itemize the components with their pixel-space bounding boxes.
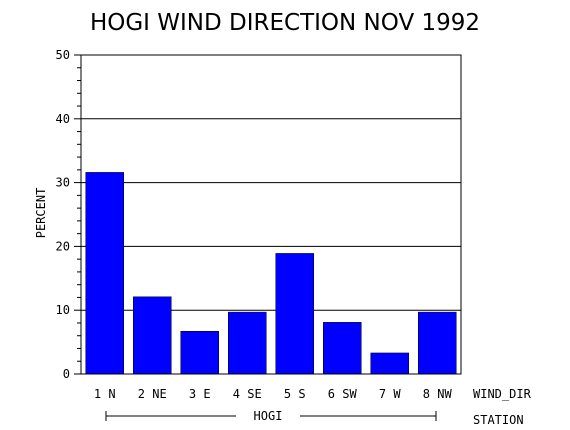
x-tick-label: 4 SE: [233, 387, 262, 401]
y-tick-label: 10: [56, 303, 70, 317]
y-tick-label: 40: [56, 112, 70, 126]
y-tick-label: 30: [56, 176, 70, 190]
station-axis-label: STATION: [473, 413, 524, 427]
x-axis-label: WIND_DIR: [473, 387, 532, 401]
bar: [370, 352, 409, 375]
bar: [275, 253, 314, 375]
bar: [85, 172, 124, 375]
y-axis-label: PERCENT: [34, 188, 48, 239]
x-tick-label: 8 NW: [423, 387, 453, 401]
chart-title: HOGI WIND DIRECTION NOV 1992: [90, 10, 480, 36]
bar: [133, 296, 172, 375]
y-tick-label: 50: [56, 48, 70, 62]
axes: [74, 54, 462, 375]
bars: [85, 172, 457, 375]
y-tick-label: 0: [63, 367, 70, 381]
y-tick-label: 20: [56, 239, 70, 253]
bar: [180, 331, 219, 375]
plot-frame: [80, 54, 462, 375]
x-tick-label: 3 E: [189, 387, 211, 401]
x-tick-label: 1 N: [94, 387, 116, 401]
group-label: HOGI: [254, 409, 283, 423]
tick-labels: 1 N 2 NE 3 E 4 SE 5 S 6 SW 7 W 8 NW 0 10 20 30 40 50: [56, 48, 453, 401]
bar: [228, 311, 267, 375]
x-tick-label: 6 SW: [328, 387, 358, 401]
x-tick-label: 5 S: [284, 387, 306, 401]
x-tick-label: 2 NE: [138, 387, 167, 401]
gridlines: [81, 54, 461, 311]
x-tick-label: 7 W: [379, 387, 401, 401]
bar: [323, 322, 362, 375]
bar: [418, 311, 457, 375]
